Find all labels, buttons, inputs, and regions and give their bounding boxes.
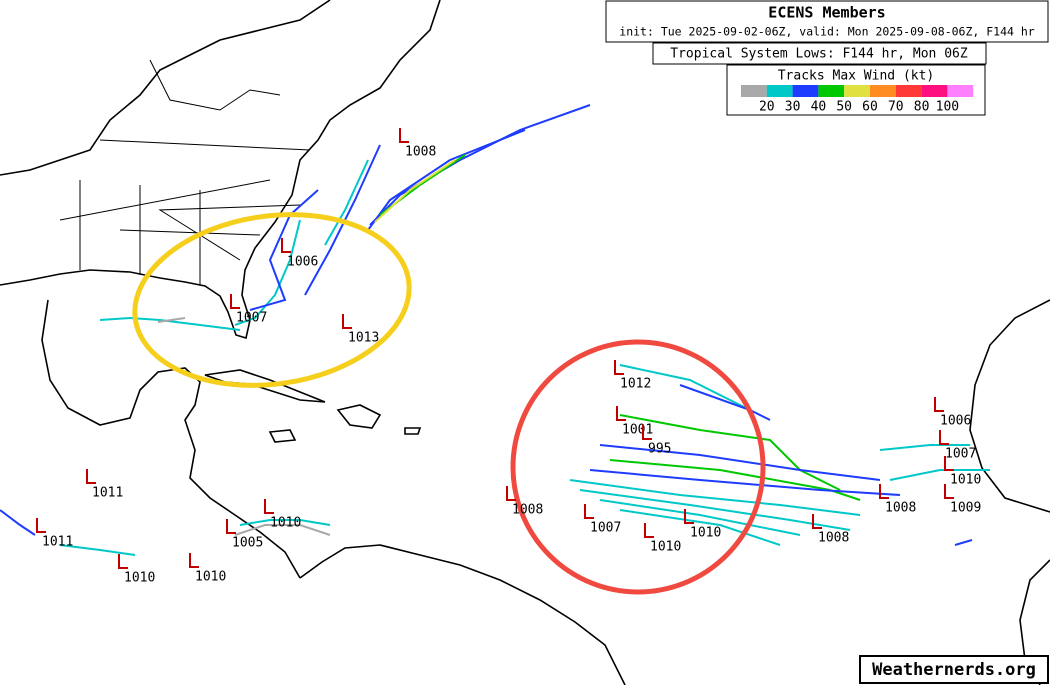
low-pressure: 1008 (405, 145, 436, 160)
legend: 20 30 40 50 60 70 80 100 (741, 85, 974, 115)
subtitle-box (652, 42, 987, 65)
legend-label: 80 (914, 100, 930, 115)
low-marker (614, 360, 624, 375)
low-marker (36, 518, 46, 533)
low-pressure: 1012 (620, 377, 651, 392)
tracks (0, 104, 990, 556)
low-marker (399, 128, 409, 143)
low-pressure: 1001 (622, 423, 653, 438)
low-marker (230, 294, 240, 309)
legend-swatch (818, 85, 845, 97)
low-pressure: 1007 (945, 447, 976, 462)
low-pressure: 1011 (92, 486, 123, 501)
watermark-box (859, 655, 1049, 684)
low-marker (879, 484, 889, 499)
low-marker (934, 397, 944, 412)
low-marker (226, 519, 236, 534)
low-pressure: 1009 (950, 501, 981, 516)
highlight-circle (510, 339, 766, 595)
low-marker (118, 554, 128, 569)
low-marker (944, 484, 954, 499)
low-pressure: 1010 (690, 526, 721, 541)
low-marker (684, 509, 694, 524)
lows: 1008 1006 1007 1013 1012 1001 995 1008 1007 1010 1… (36, 128, 981, 586)
low-marker (86, 469, 96, 484)
low-pressure: 1008 (885, 501, 916, 516)
low-pressure: 1010 (124, 571, 155, 586)
low-pressure: 1010 (270, 516, 301, 531)
low-pressure: 1010 (195, 570, 226, 585)
legend-swatch (844, 85, 870, 97)
legend-label: 60 (862, 100, 878, 115)
low-marker (264, 499, 274, 514)
low-pressure: 1007 (590, 521, 621, 536)
legend-label: 30 (785, 100, 801, 115)
low-pressure: 1007 (236, 311, 267, 326)
legend-label: 70 (888, 100, 904, 115)
highlight-ellipse (132, 212, 412, 388)
low-marker (944, 456, 954, 471)
low-marker (281, 238, 291, 253)
legend-label: 100 (936, 100, 959, 115)
legend-label: 50 (836, 100, 852, 115)
low-marker (342, 314, 352, 329)
low-pressure: 1008 (818, 531, 849, 546)
legend-swatch (766, 85, 793, 97)
watermark: Weathernerds.org (872, 660, 1036, 680)
low-marker (584, 504, 594, 519)
subtitle: Tropical System Lows: F144 hr, Mon 06Z (670, 47, 968, 62)
low-marker (644, 523, 654, 538)
legend-swatch (792, 85, 819, 97)
low-pressure: 1010 (650, 540, 681, 555)
init-line: init: Tue 2025-09-02-06Z, valid: Mon 202… (619, 25, 1034, 39)
low-pressure: 1013 (348, 331, 379, 346)
low-pressure: 1008 (512, 503, 543, 518)
low-pressure: 1011 (42, 535, 73, 550)
low-pressure: 995 (648, 442, 671, 457)
legend-swatch (895, 85, 922, 97)
low-marker (812, 514, 822, 529)
low-pressure: 1006 (287, 255, 318, 270)
low-pressure: 1005 (232, 536, 263, 551)
legend-label: 40 (811, 100, 827, 115)
low-marker (616, 406, 626, 421)
title-box (605, 0, 1049, 43)
legend-title: Tracks Max Wind (kt) (778, 69, 935, 84)
low-marker (642, 425, 652, 440)
low-marker (939, 430, 949, 445)
legend-swatch (870, 85, 896, 97)
low-pressure: 1010 (950, 473, 981, 488)
low-marker (189, 553, 199, 568)
legend-swatch (921, 85, 948, 97)
low-marker (506, 486, 516, 501)
legend-swatch (741, 85, 767, 97)
low-pressure: 1006 (940, 414, 971, 429)
legend-swatch (947, 85, 974, 97)
title: ECENS Members (768, 4, 885, 22)
legend-label: 20 (759, 100, 775, 115)
